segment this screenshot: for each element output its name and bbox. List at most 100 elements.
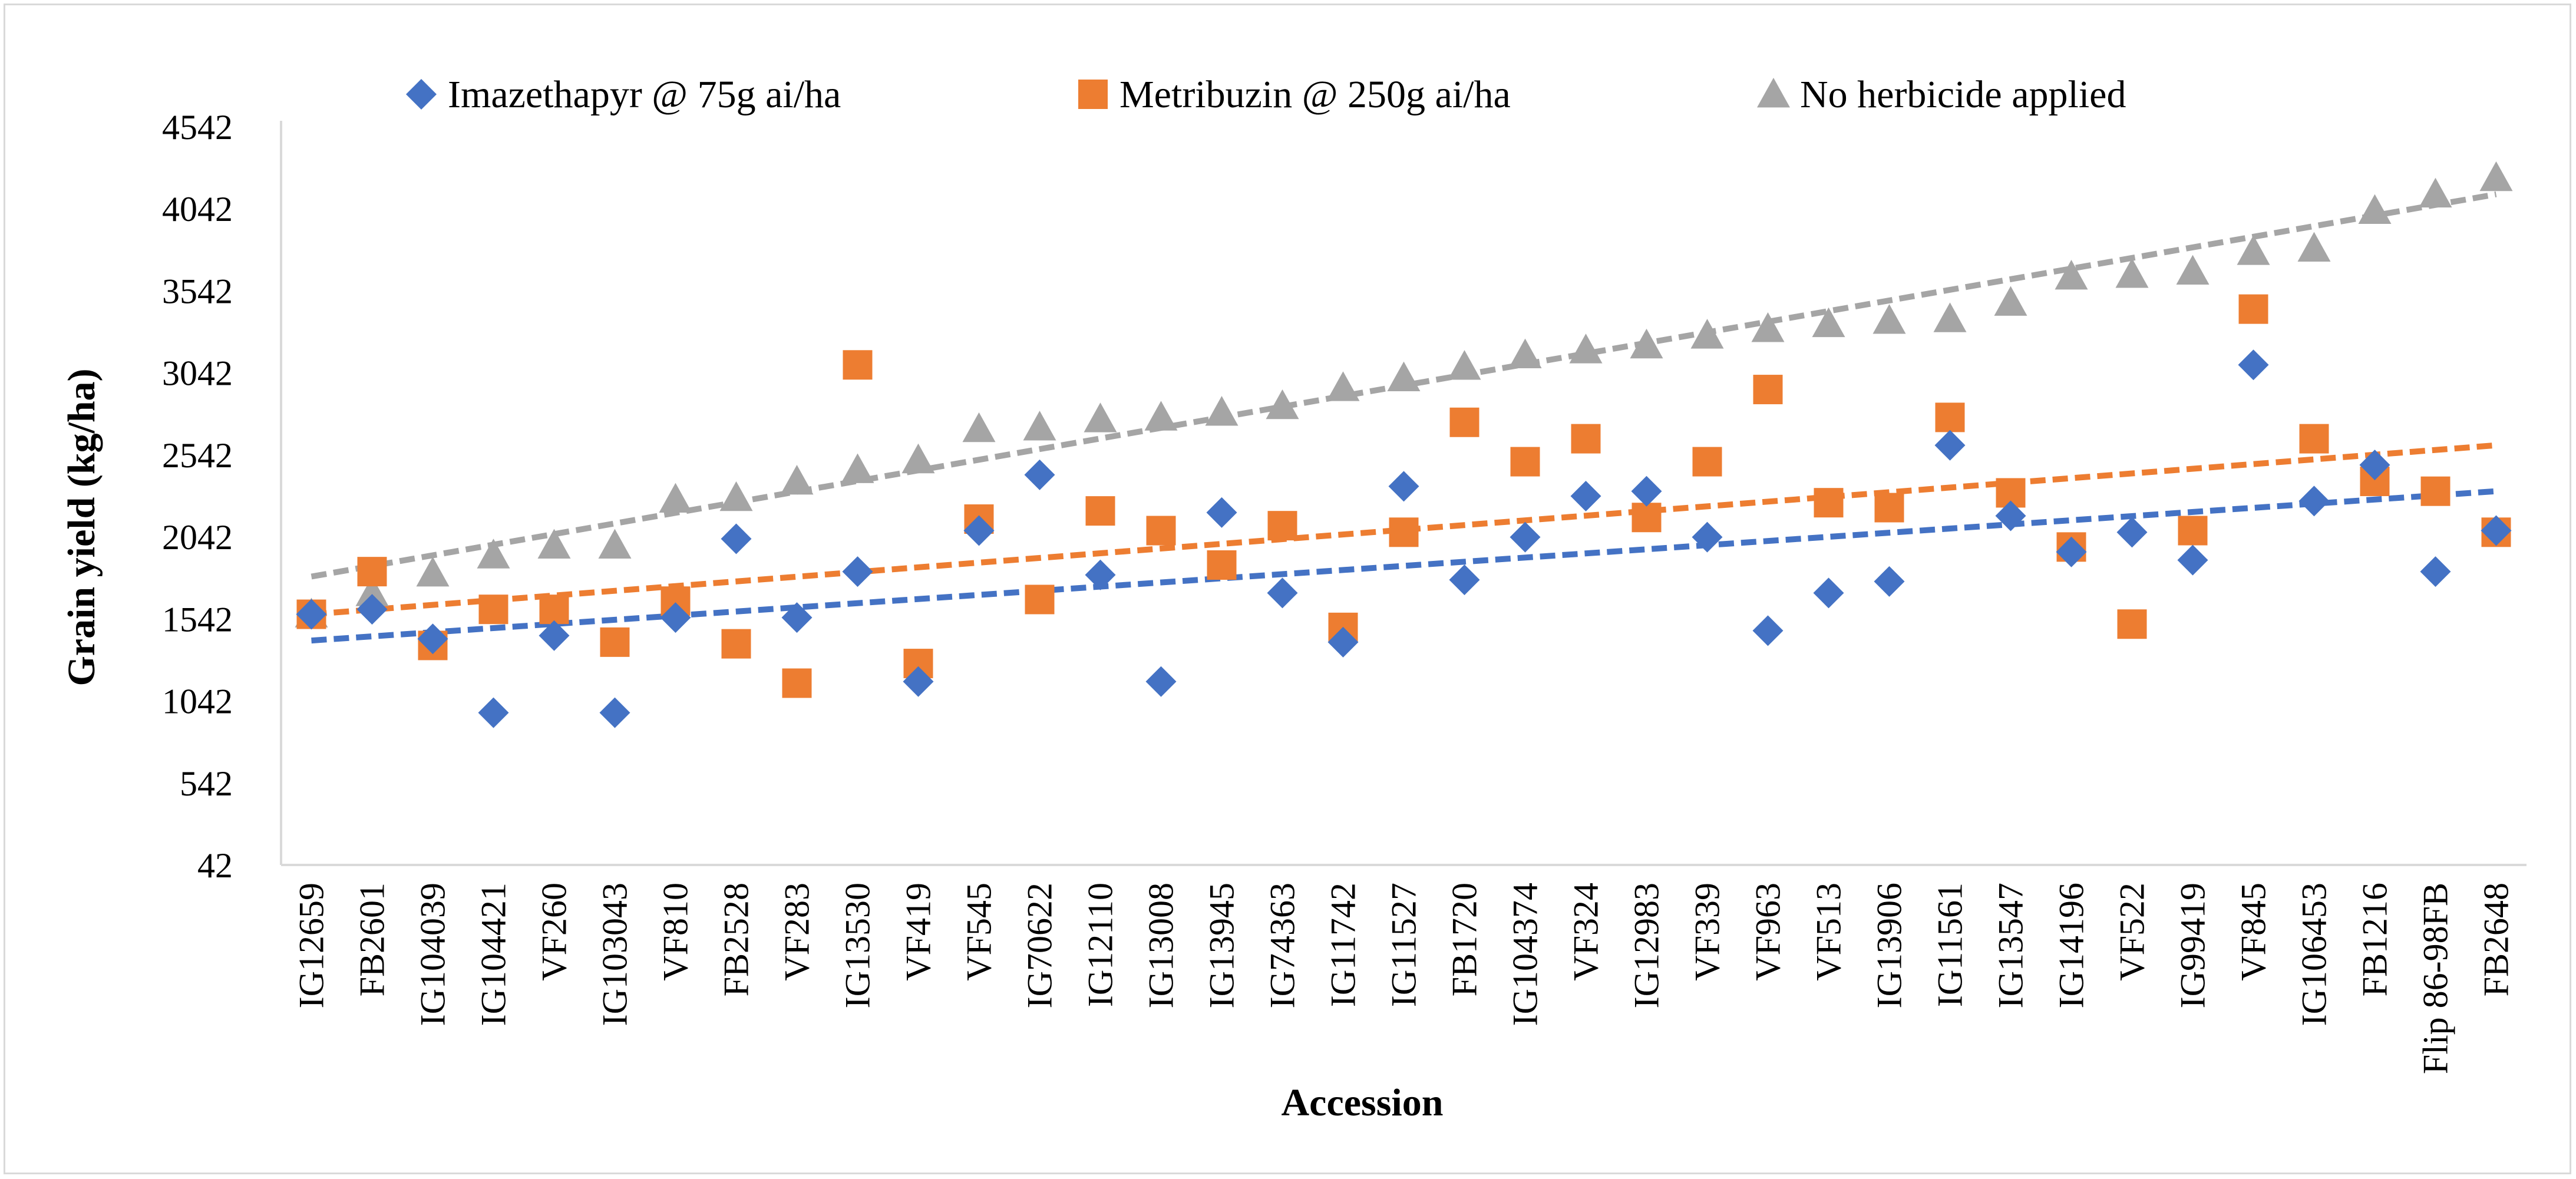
point-series-2-IG99419: [2178, 516, 2208, 546]
point-series-1-IG70622: [1024, 459, 1055, 490]
point-series-3-IG13906: [1872, 304, 1906, 334]
legend-marker-series-1: [406, 79, 437, 110]
x-tick-label: VF324: [1567, 883, 1606, 981]
point-series-3-IG11561: [1933, 302, 1967, 332]
point-series-3-IG104039: [416, 556, 450, 587]
point-series-3-FB2648: [2479, 161, 2513, 191]
y-axis-title: Grain yield (kg/ha): [60, 368, 103, 686]
x-tick-label: IG99419: [2174, 883, 2212, 1008]
point-series-1-VF845: [2238, 349, 2269, 381]
x-tick-label: FB2601: [353, 883, 392, 996]
point-series-2-IG103043: [600, 627, 630, 657]
point-series-1-IG13530: [842, 556, 873, 587]
point-series-3-VF513: [1812, 307, 1845, 338]
point-series-3-VF845: [2237, 235, 2270, 265]
point-series-1-VF324: [1570, 481, 1601, 512]
point-series-1-IG13547: [1995, 500, 2026, 531]
x-tick-label: IG13945: [1203, 883, 1241, 1008]
point-series-2-FB1720: [1449, 407, 1479, 437]
point-series-1-VF260: [539, 620, 570, 651]
x-tick-label: IG13530: [838, 883, 877, 1008]
point-series-2-VF845: [2238, 294, 2268, 324]
trendlines: [311, 191, 2497, 644]
point-series-1-IG104374: [1510, 521, 1541, 553]
point-series-1-VF963: [1752, 615, 1784, 646]
point-series-3-VF545: [962, 412, 996, 442]
point-series-1-FB2648: [2481, 515, 2512, 546]
point-series-1-VF513: [1813, 577, 1844, 609]
legend-label-series-1: Imazethapyr @ 75g ai/ha: [448, 73, 841, 116]
point-series-3-VF419: [901, 443, 935, 474]
x-tick-label: IG12110: [1081, 883, 1120, 1007]
point-series-2-IG13945: [1207, 550, 1237, 580]
point-series-1-IG12110: [1085, 559, 1116, 590]
y-tick-label: 42: [197, 846, 233, 885]
point-series-3-Flip-86-98FB: [2419, 177, 2452, 208]
point-series-1-Flip-86-98FB: [2420, 556, 2451, 587]
point-series-3-IG106453: [2297, 232, 2331, 262]
point-series-2-IG104421: [478, 595, 508, 625]
y-tick-label: 1542: [162, 600, 233, 639]
point-series-2-VF324: [1571, 424, 1601, 454]
x-tick-label: VF545: [960, 883, 999, 981]
legend: Imazethapyr @ 75g ai/ha Metribuzin @ 250g…: [406, 73, 2126, 116]
x-tick-label: IG70622: [1021, 883, 1059, 1008]
x-tick-label: Flip 86-98FB: [2416, 883, 2455, 1074]
x-tick-label: VF339: [1688, 883, 1727, 981]
point-series-3-VF260: [537, 529, 571, 559]
axes: [280, 121, 2527, 866]
point-series-2-IG12983: [1632, 503, 1662, 533]
x-tick-label: IG106453: [2295, 883, 2334, 1026]
point-series-2-VF963: [1753, 375, 1783, 405]
point-series-1-IG12983: [1631, 475, 1662, 507]
point-series-3-IG14196: [2055, 259, 2088, 290]
point-series-3-IG99419: [2176, 255, 2210, 285]
point-series-3-IG104421: [477, 539, 510, 569]
x-tick-label: IG13547: [1992, 883, 2030, 1008]
point-series-3-VF339: [1690, 319, 1724, 349]
point-series-2-VF513: [1814, 488, 1844, 518]
y-tick-label: 4542: [162, 108, 233, 147]
x-tick-label: VF963: [1749, 883, 1788, 981]
point-series-3-VF283: [780, 464, 814, 495]
y-tick-label: 4042: [162, 190, 233, 229]
point-series-3-IG70622: [1023, 411, 1056, 441]
point-series-3-IG103043: [598, 529, 632, 559]
trendline-series-2: [311, 442, 2496, 617]
point-series-1-VF339: [1692, 521, 1723, 553]
point-series-2-VF283: [782, 668, 812, 698]
point-series-2-IG11527: [1389, 517, 1419, 547]
data-points: [295, 161, 2513, 728]
point-series-3-IG13547: [1994, 286, 2027, 316]
point-series-1-IG106453: [2298, 486, 2330, 517]
x-tick-labels: IG12659 FB2601 IG104039 IG104421 VF260 IG1030…: [292, 883, 2516, 1074]
point-series-1-FB1216: [2359, 450, 2390, 481]
point-series-2-FB2601: [357, 557, 387, 587]
x-tick-label: IG104039: [414, 883, 453, 1026]
point-series-1-VF419: [903, 666, 934, 697]
y-axis-title-group: Grain yield (kg/ha): [60, 368, 103, 686]
point-series-3-IG13530: [841, 453, 874, 483]
x-tick-label: IG11527: [1385, 883, 1424, 1007]
point-series-2-VF339: [1692, 447, 1722, 477]
y-tick-label: 542: [180, 764, 233, 803]
y-tick-label: 3042: [162, 354, 233, 393]
x-tick-label: VF260: [535, 883, 574, 981]
point-series-3-FB1216: [2358, 194, 2392, 224]
point-series-3-FB2528: [719, 481, 753, 511]
point-series-2-IG12110: [1085, 496, 1115, 526]
point-series-3-VF522: [2115, 258, 2149, 288]
legend-marker-series-2: [1078, 80, 1108, 109]
x-tick-label: FB2528: [717, 883, 756, 996]
legend-marker-series-3: [1757, 78, 1790, 108]
point-series-1-IG103043: [599, 697, 630, 728]
point-series-2-IG70622: [1025, 584, 1055, 615]
point-series-3-IG74363: [1266, 389, 1299, 420]
point-series-1-FB1720: [1449, 564, 1480, 596]
point-series-2-FB2528: [721, 629, 751, 659]
legend-label-series-3: No herbicide applied: [1800, 73, 2126, 116]
point-series-2-VF522: [2117, 609, 2147, 639]
point-series-2-VF260: [539, 595, 569, 625]
point-series-3-VF324: [1569, 333, 1603, 364]
point-series-2-IG11561: [1935, 402, 1965, 432]
